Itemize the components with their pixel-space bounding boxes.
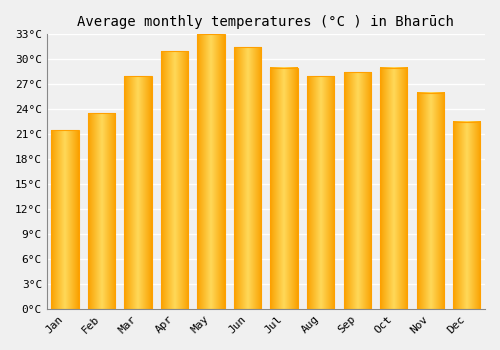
Bar xyxy=(453,122,480,309)
Bar xyxy=(307,76,334,309)
Bar xyxy=(380,68,407,309)
Bar xyxy=(270,68,298,309)
Title: Average monthly temperatures (°C ) in Bharūch: Average monthly temperatures (°C ) in Bh… xyxy=(78,15,454,29)
Bar xyxy=(198,34,225,309)
Bar xyxy=(52,130,79,309)
Bar xyxy=(234,47,262,309)
Bar xyxy=(124,76,152,309)
Bar xyxy=(344,72,371,309)
Bar xyxy=(161,51,188,309)
Bar xyxy=(416,92,444,309)
Bar xyxy=(88,113,116,309)
